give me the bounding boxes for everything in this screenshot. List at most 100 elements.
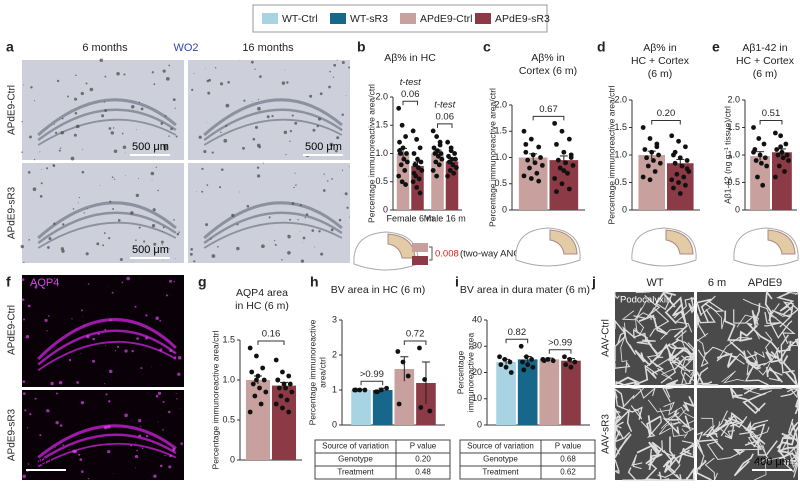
speck (111, 176, 114, 178)
speck (172, 98, 176, 102)
data-point (410, 128, 416, 134)
speck (288, 238, 290, 239)
data-point (751, 125, 756, 130)
speck (329, 142, 334, 147)
speck (134, 455, 139, 459)
scale-bar-label: 500 μm (132, 141, 169, 153)
speck (227, 81, 230, 84)
speck (190, 247, 194, 251)
data-point (523, 354, 529, 360)
chart-title: BV area in dura mater (6 m) (460, 284, 590, 296)
data-point (534, 170, 540, 176)
speck (80, 309, 83, 312)
data-point (250, 381, 256, 387)
bracket (257, 340, 285, 345)
table-cell: Treatment (482, 468, 519, 477)
data-point (568, 152, 574, 158)
speck (103, 232, 106, 234)
y-tick-label: 20 (472, 367, 482, 377)
speck (96, 242, 100, 246)
speck (281, 258, 283, 261)
speck (189, 252, 193, 256)
vessel (782, 355, 798, 386)
speck (76, 381, 80, 384)
tissue-layer (37, 221, 177, 249)
speck (169, 454, 172, 458)
data-point (260, 365, 266, 371)
speck (289, 129, 293, 133)
speck (322, 189, 326, 192)
speck (104, 109, 108, 112)
speck (92, 337, 96, 341)
speck (242, 146, 245, 150)
speck (295, 184, 297, 186)
vessel (676, 407, 688, 424)
vessel (675, 473, 687, 481)
data-point (778, 144, 784, 150)
tissue-layer (37, 211, 177, 244)
y-tick-label: 0.5 (222, 414, 235, 424)
speck (256, 166, 260, 169)
data-point (555, 157, 561, 163)
data-point (538, 155, 543, 160)
speck (341, 193, 343, 195)
data-point (647, 136, 653, 141)
vessel (716, 352, 739, 368)
speck (138, 434, 142, 438)
y-tick-label: 0.5 (375, 176, 388, 186)
speck (23, 318, 25, 321)
row-label: AAV-Ctrl (601, 319, 612, 357)
speck (79, 458, 83, 462)
speck (133, 148, 134, 150)
table-cell: Genotype (483, 455, 518, 464)
speck (41, 169, 43, 171)
data-point (562, 354, 567, 360)
y-tick-label: 1.0 (494, 152, 507, 162)
speck (85, 252, 89, 256)
micrograph (188, 162, 350, 263)
y-tick-label: 1.5 (494, 126, 507, 136)
speck (250, 60, 254, 64)
speck (104, 383, 106, 385)
vessel (782, 459, 799, 478)
speck (150, 171, 155, 176)
speck (27, 462, 30, 465)
panel-label: j (591, 274, 596, 290)
speck (105, 344, 107, 346)
data-point (254, 377, 259, 383)
vessel (743, 427, 767, 458)
speck (348, 166, 350, 168)
data-point (445, 173, 451, 179)
speck (173, 351, 175, 353)
speck (125, 175, 127, 176)
vessel (744, 353, 761, 370)
data-point (672, 149, 678, 155)
data-point (261, 377, 267, 383)
data-point (448, 148, 454, 154)
speck (72, 208, 75, 210)
data-point (508, 370, 514, 375)
bracket (505, 338, 529, 344)
speck (56, 79, 60, 83)
data-point (453, 156, 458, 162)
speck (55, 392, 58, 395)
speck (333, 63, 337, 67)
speck (34, 397, 37, 400)
speck (316, 124, 319, 128)
chart-title: Aβ% in HC (384, 52, 436, 64)
speck (328, 85, 331, 89)
speck (283, 130, 288, 135)
vessel (614, 329, 626, 362)
p-value: 0.82 (508, 327, 527, 338)
speck (207, 91, 211, 95)
speck (164, 115, 167, 117)
vessel (614, 376, 640, 386)
y-tick-label: 2.0 (727, 94, 740, 104)
vessel (701, 417, 728, 433)
vessel (614, 433, 632, 459)
speck (205, 223, 209, 227)
vessel (681, 420, 696, 434)
speck (137, 109, 139, 111)
data-point (671, 185, 676, 191)
speck (107, 285, 109, 287)
